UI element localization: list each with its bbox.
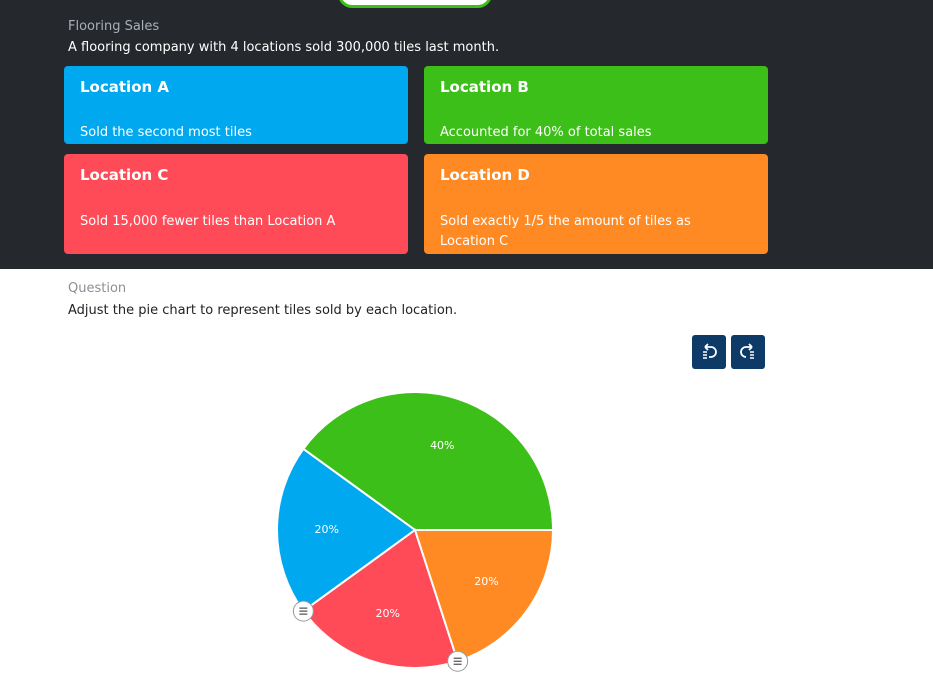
- card-title: Location C: [80, 166, 169, 184]
- redo-icon: [740, 343, 754, 359]
- redo-button[interactable]: [731, 335, 765, 369]
- card: Location D Sold exactly 1/5 the amount o…: [424, 154, 768, 254]
- card-title: Location D: [440, 166, 530, 184]
- slice-label: 20%: [314, 523, 338, 536]
- card-title: Location A: [80, 78, 170, 96]
- card-text: Sold the second most tiles: [80, 125, 252, 140]
- card-text: Sold exactly 1/5 the amount of tiles as …: [440, 214, 691, 249]
- problem-title: Flooring Sales: [68, 19, 160, 34]
- question-text: Adjust the pie chart to represent tiles …: [68, 303, 458, 318]
- undo-button[interactable]: [692, 335, 726, 369]
- problem-subtitle: A flooring company with 4 locations sold…: [68, 40, 500, 55]
- pie-slice: [301, 528, 459, 669]
- slice-label: 20%: [375, 607, 399, 620]
- problem-panel: Flooring Sales A flooring company with 4…: [0, 0, 933, 269]
- slice-label: 40%: [430, 439, 454, 452]
- pie-slice: [413, 529, 555, 663]
- card-text: Sold 15,000 fewer tiles than Location A: [80, 214, 336, 229]
- card: Location A Sold the second most tiles: [64, 66, 408, 144]
- drag-handle-icon: [453, 657, 462, 665]
- card-text: Accounted for 40% of total sales: [440, 125, 652, 140]
- slice-label: 20%: [474, 575, 498, 588]
- question-label: Question: [68, 281, 127, 296]
- undo-icon: [703, 343, 717, 359]
- timer: [338, 0, 492, 8]
- card-title: Location B: [440, 78, 529, 96]
- drag-handle-icon: [299, 607, 308, 615]
- card: Location C Sold 15,000 fewer tiles than …: [64, 154, 408, 254]
- pie-slice: [301, 391, 555, 531]
- card: Location B Accounted for 40% of total sa…: [424, 66, 768, 144]
- pie-slice: [276, 447, 417, 613]
- pie-chart: 40% 20% 20% 20%: [276, 391, 555, 672]
